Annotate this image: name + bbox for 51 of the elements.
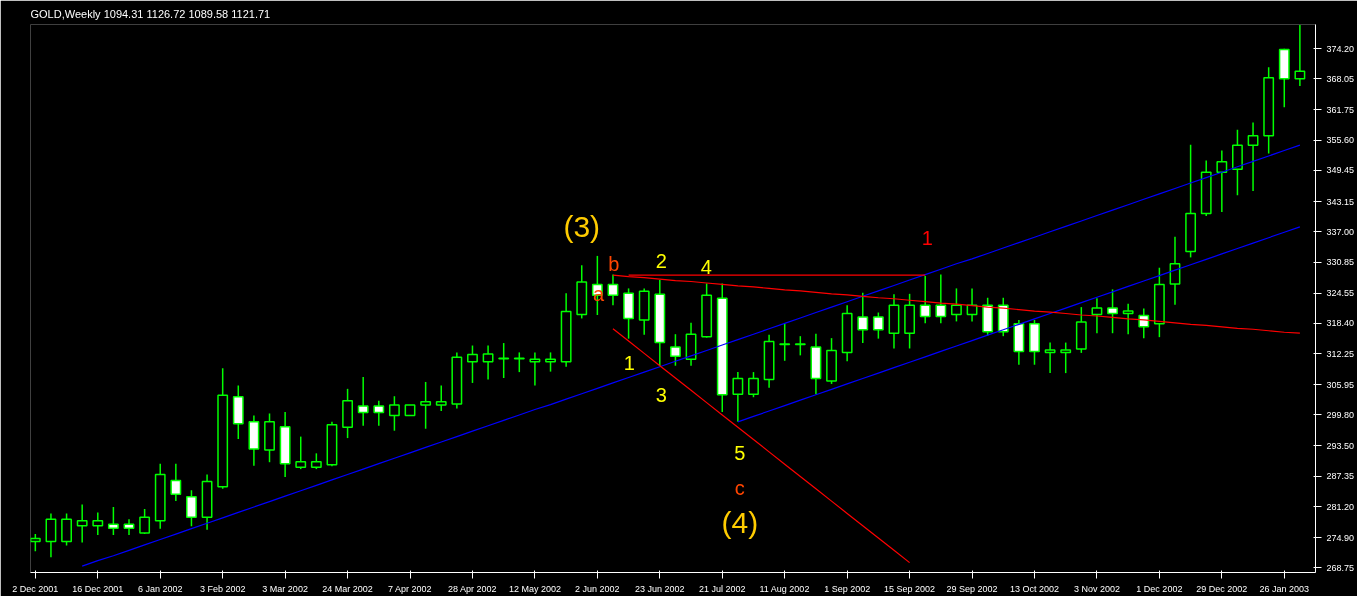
x-tick-label: 7 Apr 2002 [388,583,432,594]
x-tick-label: 1 Dec 2002 [1136,583,1183,594]
x-tick-label: 3 Nov 2002 [1073,583,1120,594]
y-tick-label: 355.60 [1326,135,1355,146]
annotation: a [592,283,605,306]
x-tick-label: 6 Jan 2002 [137,583,183,594]
y-tick-label: 299.80 [1326,409,1355,420]
x-tick-label: 26 Jan 2003 [1259,583,1310,594]
x-tick-label: 3 Mar 2002 [262,583,308,594]
y-tick-label: 312.25 [1326,348,1355,359]
x-tick-label: 24 Mar 2002 [322,583,373,594]
annotation: 5 [734,442,746,465]
y-tick-label: 287.35 [1326,471,1355,482]
y-tick-label: 361.75 [1326,104,1355,115]
annotation: b [608,253,620,276]
x-tick-label: 11 Aug 2002 [759,583,810,594]
x-tick-label: 1 Sep 2002 [824,583,871,594]
annotation: 1 [921,226,933,249]
annotation: 1 [623,352,635,375]
y-tick-label: 349.45 [1326,165,1355,176]
y-tick-label: 274.90 [1326,532,1355,543]
y-tick-label: 281.20 [1326,501,1355,512]
y-tick-label: 324.55 [1326,288,1355,299]
x-tick-label: 2 Dec 2001 [12,583,59,594]
y-tick-label: 374.20 [1326,43,1355,54]
y-tick-label: 293.50 [1326,440,1355,451]
annotation: (4) [721,506,759,540]
y-tick-label: 337.00 [1326,226,1355,237]
chart-title: GOLD,Weekly 1094.31 1126.72 1089.58 1121.71 [30,7,271,20]
annotation: c [734,476,745,499]
y-tick-label: 305.95 [1326,379,1355,390]
annotation: 2 [655,250,667,273]
annotation: 3 [655,383,667,406]
x-tick-label: 12 May 2002 [508,583,561,594]
y-tick-label: 318.40 [1326,318,1355,329]
x-tick-label: 21 Jul 2002 [698,583,746,594]
x-tick-label: 2 Jun 2002 [575,583,620,594]
y-tick-label: 368.05 [1326,73,1355,84]
x-tick-label: 29 Sep 2002 [946,583,998,594]
annotation: 4 [700,256,712,279]
x-tick-label: 29 Dec 2002 [1196,583,1248,594]
x-tick-label: 23 Jun 2002 [635,583,685,594]
x-tick-label: 13 Oct 2002 [1009,583,1060,594]
annotation: (3) [563,209,601,243]
y-tick-label: 330.85 [1326,257,1355,268]
x-tick-label: 28 Apr 2002 [447,583,497,594]
y-tick-label: 343.15 [1326,196,1355,207]
y-tick-label: 268.75 [1326,562,1355,573]
x-tick-label: 3 Feb 2002 [199,583,246,594]
x-tick-label: 15 Sep 2002 [884,583,936,594]
x-tick-label: 16 Dec 2001 [72,583,124,594]
